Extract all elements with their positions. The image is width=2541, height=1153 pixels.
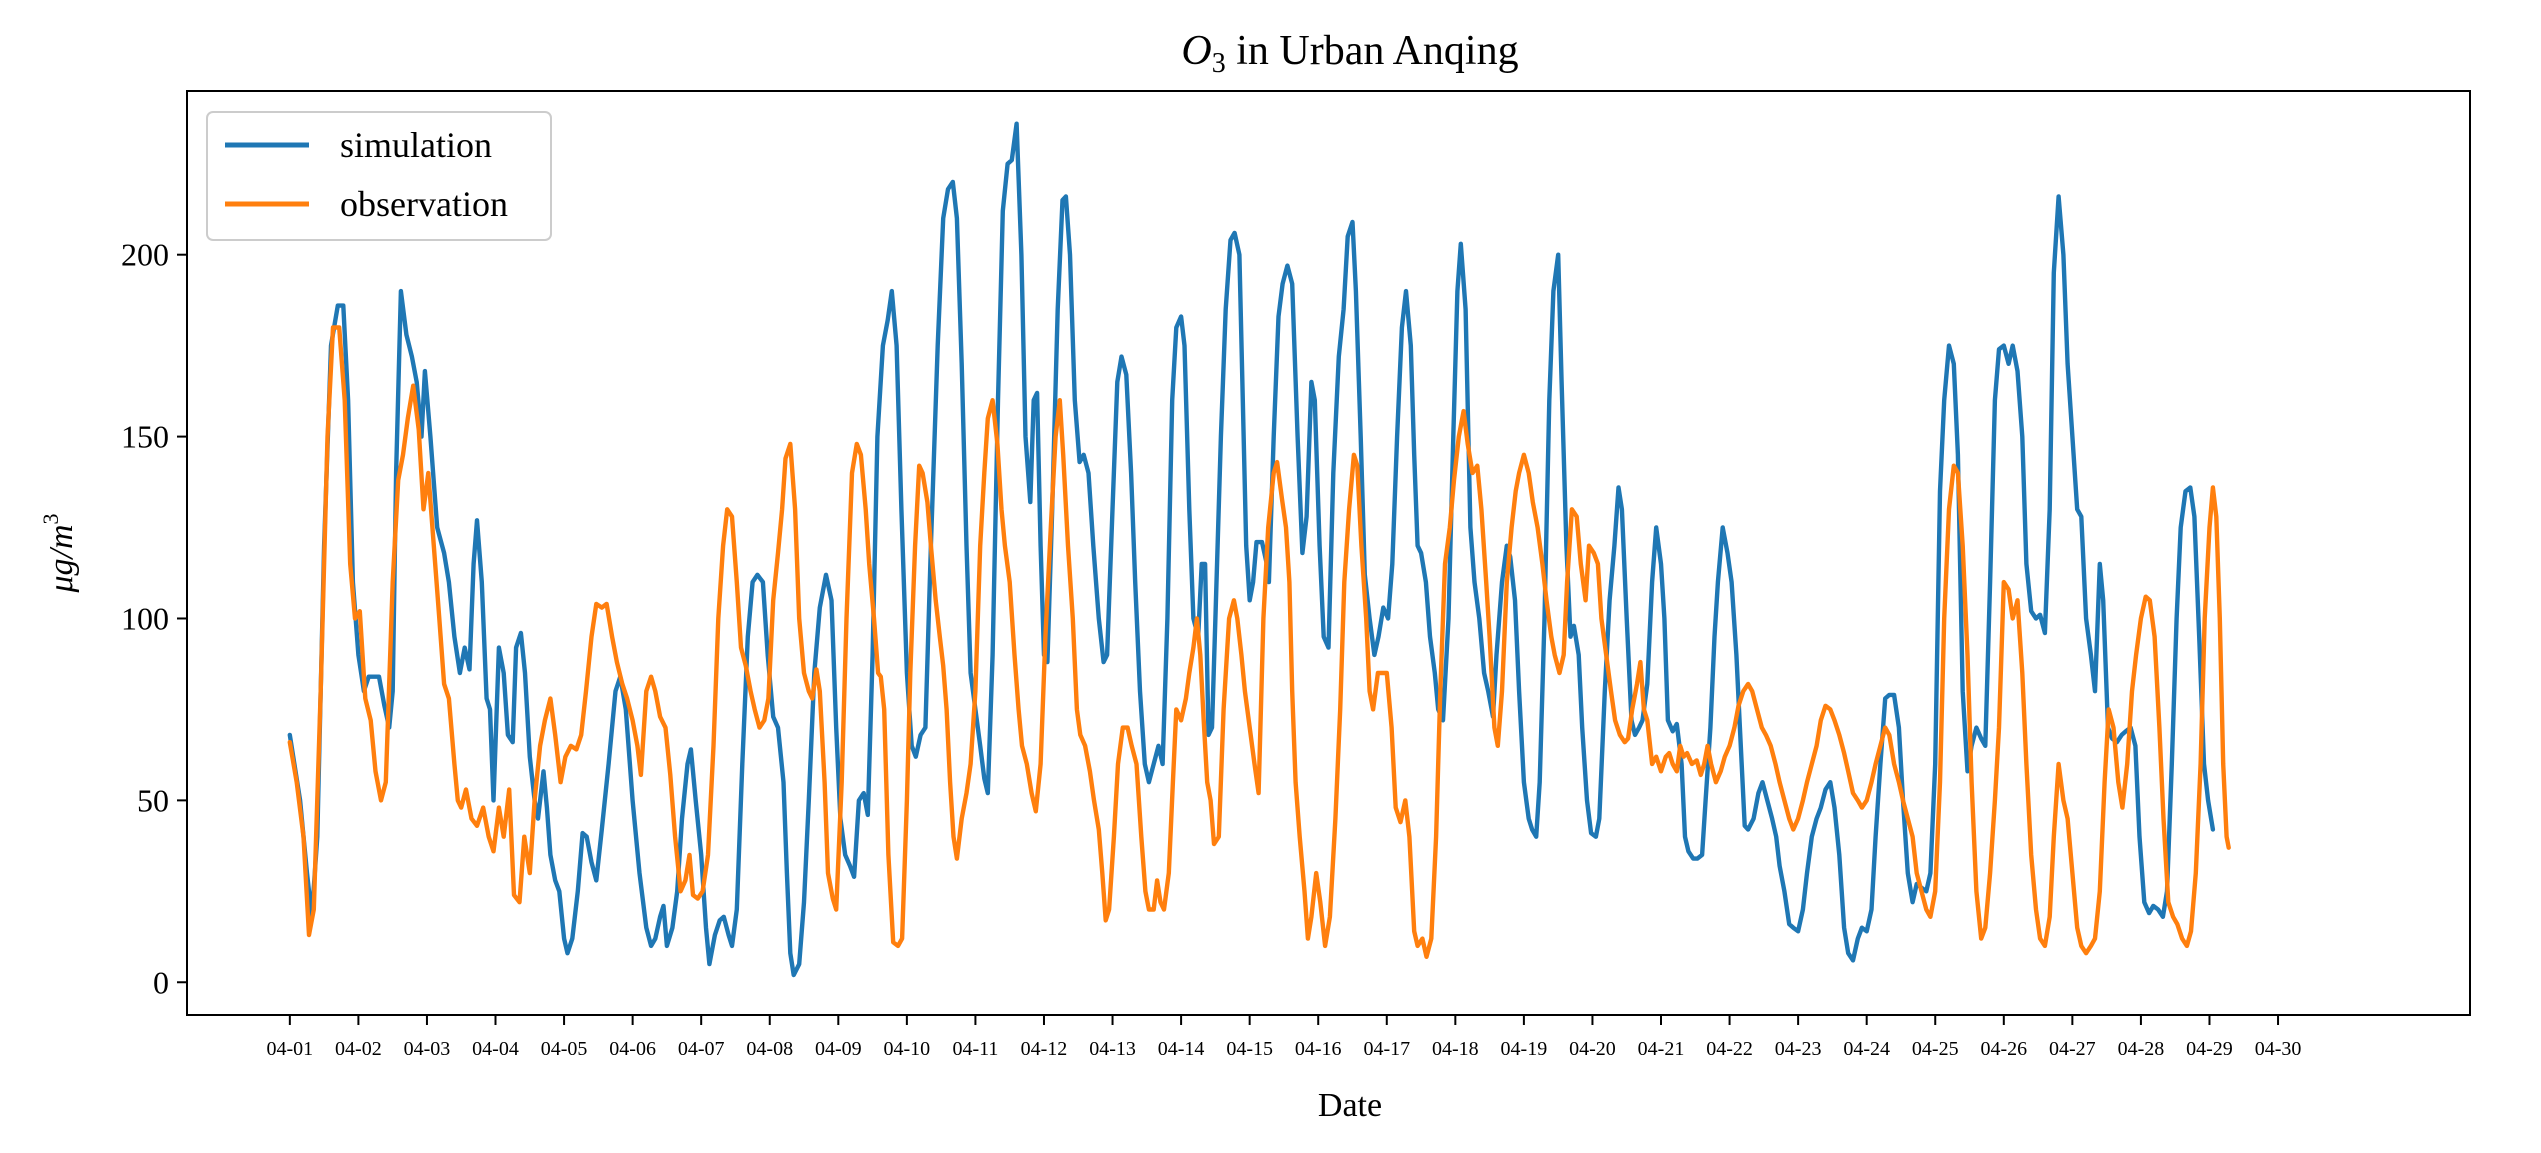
- x-tick-label: 04-02: [335, 1038, 382, 1060]
- axes-frame: [186, 90, 2471, 1016]
- x-tick-label: 04-26: [1980, 1038, 2027, 1060]
- x-tick-label: 04-04: [472, 1038, 519, 1060]
- x-tick-label: 04-19: [1501, 1038, 1548, 1060]
- y-axis-label-base: μg/m: [43, 524, 80, 593]
- chart-title-symbol: O: [1181, 28, 1211, 74]
- x-tick-label: 04-01: [267, 1038, 314, 1060]
- legend: simulation observation: [206, 111, 552, 241]
- x-tick-label: 04-12: [1021, 1038, 1068, 1060]
- y-tick-label: 100: [121, 600, 169, 636]
- x-tick-label: 04-08: [746, 1038, 793, 1060]
- x-tick-label: 04-16: [1295, 1038, 1342, 1060]
- chart-title-rest: in Urban Anqing: [1226, 28, 1519, 74]
- y-axis-label-superscript: 3: [38, 513, 63, 524]
- x-axis-label: Date: [1318, 1087, 1382, 1124]
- axes-layer: 0 50 100 150 200 04-01 04-02 04-03 04-04 04-05 04-…: [121, 90, 2471, 1060]
- y-axis-label: μg/m3: [38, 513, 80, 593]
- y-tick-label: 50: [137, 782, 169, 818]
- x-tick-label: 04-30: [2255, 1038, 2302, 1060]
- x-tick-label: 04-05: [541, 1038, 588, 1060]
- x-tick-label: 04-06: [609, 1038, 656, 1060]
- x-tick-label: 04-14: [1158, 1038, 1205, 1060]
- x-tick-label: 04-24: [1843, 1038, 1890, 1060]
- x-tick-label: 04-10: [884, 1038, 931, 1060]
- x-tick-label: 04-27: [2049, 1038, 2096, 1060]
- x-tick-label: 04-28: [2118, 1038, 2165, 1060]
- y-tick-label: 0: [153, 964, 169, 1000]
- x-tick-label: 04-11: [952, 1038, 998, 1060]
- x-tick-label: 04-25: [1912, 1038, 1959, 1060]
- series-line-observation: [287, 325, 2231, 959]
- x-tick-label: 04-15: [1226, 1038, 1273, 1060]
- x-tick-label: 04-03: [404, 1038, 451, 1060]
- x-tick-label: 04-20: [1569, 1038, 1616, 1060]
- y-tick-label: 200: [121, 237, 169, 273]
- chart-title: O3 in Urban Anqing: [1181, 28, 1518, 79]
- x-tick-label: 04-09: [815, 1038, 862, 1060]
- x-tick-label: 04-22: [1706, 1038, 1753, 1060]
- x-tick-label: 04-21: [1638, 1038, 1685, 1060]
- x-tick-label: 04-17: [1363, 1038, 1410, 1060]
- x-tick-label: 04-13: [1089, 1038, 1136, 1060]
- series-line-simulation: [287, 121, 2216, 978]
- chart-title-subscript: 3: [1212, 48, 1226, 79]
- x-tick-label: 04-23: [1775, 1038, 1822, 1060]
- legend-label-simulation: simulation: [340, 125, 492, 165]
- legend-label-observation: observation: [340, 184, 508, 224]
- series-layer: [287, 121, 2231, 978]
- x-tick-label: 04-18: [1432, 1038, 1479, 1060]
- y-tick-label: 150: [121, 419, 169, 455]
- x-tick-label: 04-29: [2186, 1038, 2233, 1060]
- x-tick-label: 04-07: [678, 1038, 725, 1060]
